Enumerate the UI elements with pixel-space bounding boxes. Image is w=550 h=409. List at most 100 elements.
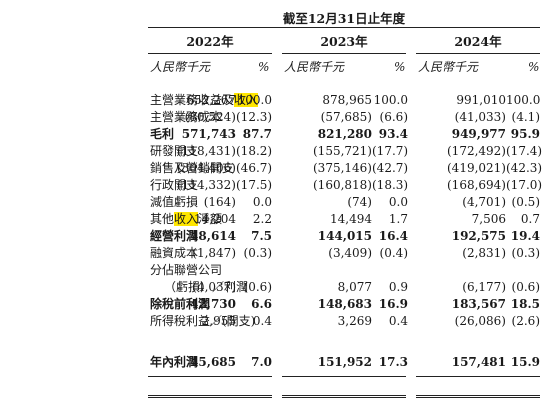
amount-2024: 192,575 xyxy=(451,229,506,243)
row-label-text: 主營業務成本 xyxy=(150,110,223,124)
year-rule-2023 xyxy=(282,53,406,54)
amount-2023: (160,818) xyxy=(313,178,372,192)
table-row: 銷售及營銷開支 (304,406) (46.7) (375,146) (42.7) (41… xyxy=(0,160,550,177)
currency-header-2024: 人民幣千元 xyxy=(418,60,479,74)
row-label-text: 研發開支 xyxy=(150,144,199,158)
pct-2024: 95.9 xyxy=(510,127,540,141)
pct-2023: 16.4 xyxy=(378,229,408,243)
row-label: 主營業務成本 xyxy=(150,109,222,126)
pct-2022: (17.5) xyxy=(236,178,273,192)
amount-2022: (114,332) xyxy=(177,178,236,192)
amount-2022: (164) xyxy=(203,195,236,209)
amount-2024: (6,177) xyxy=(462,280,506,294)
pct-2024: (17.0) xyxy=(506,178,543,192)
pct-2023: (6.6) xyxy=(379,110,408,124)
row-label: （虧損）／利潤 xyxy=(164,279,248,296)
table-row: 分佔聯營公司 xyxy=(0,262,550,279)
amount-2022: 14,204 xyxy=(194,212,236,226)
table-row: 減值虧損 (164) 0.0 (74) 0.0 (4,701) (0.5) xyxy=(0,194,550,211)
amount-2023: 821,280 xyxy=(317,127,372,141)
amount-2022: 48,614 xyxy=(190,229,236,243)
row-label-text: 融資成本 xyxy=(150,246,199,260)
amount-2022: (80,524) xyxy=(184,110,236,124)
row-label: 除稅前利潤 xyxy=(150,296,210,313)
table-row: 其他收入淨額 14,204 2.2 14,494 1.7 7,506 0.7 xyxy=(0,211,550,228)
pct-2022: 100.0 xyxy=(237,93,272,107)
row-label: 所得稅利益／(開支) xyxy=(150,313,255,330)
pct-header-2024: % xyxy=(528,60,540,74)
year-header-2022: 2022年 xyxy=(186,34,234,49)
pct-2022: (18.2) xyxy=(236,144,273,158)
total-double-rule-2023-b xyxy=(282,397,406,398)
amount-2024: (4,701) xyxy=(462,195,506,209)
row-label: 其他收入淨額 xyxy=(150,211,222,228)
amount-2023: (155,721) xyxy=(313,144,372,158)
amount-2024: (2,831) xyxy=(462,246,506,260)
amount-2022: 571,743 xyxy=(181,127,236,141)
amount-2023: 144,015 xyxy=(317,229,372,243)
pct-2024: (17.4) xyxy=(506,144,543,158)
row-label: 經營利潤 xyxy=(150,228,198,245)
amount-2023: 8,077 xyxy=(337,280,372,294)
total-double-rule-2024-a xyxy=(416,395,540,396)
year-rule-2022 xyxy=(148,53,272,54)
currency-header-2023: 人民幣千元 xyxy=(284,60,345,74)
pct-2024: (4.1) xyxy=(511,110,540,124)
row-label-text: 所得稅利益／(開支) xyxy=(150,314,256,328)
pct-2022: 7.0 xyxy=(251,355,272,369)
amount-2024: 7,506 xyxy=(471,212,506,226)
pct-2022: 0.4 xyxy=(252,314,272,328)
amount-2022: (304,406) xyxy=(177,161,236,175)
year-header-2023: 2023年 xyxy=(320,34,368,49)
table-row: 融資成本 (1,847) (0.3) (3,409) (0.4) (2,831) (0.3) xyxy=(0,245,550,262)
amount-2023: 878,965 xyxy=(322,93,372,107)
pct-2023 xyxy=(372,262,408,279)
period-rule xyxy=(148,27,540,28)
amount-2024: 183,567 xyxy=(451,297,506,311)
pct-2024 xyxy=(506,262,540,279)
amount-2024: (168,694) xyxy=(447,178,506,192)
highlighted-term: 收入 xyxy=(234,93,259,107)
pct-2022: 7.5 xyxy=(251,229,272,243)
table-row: 行政開支 (114,332) (17.5) (160,818) (18.3) (168,6… xyxy=(0,177,550,194)
pct-2024: 15.9 xyxy=(510,355,540,369)
pct-2023: 93.4 xyxy=(378,127,408,141)
pct-2023: (0.4) xyxy=(379,246,408,260)
amount-2022: 42,730 xyxy=(190,297,236,311)
total-double-rule-2024-b xyxy=(416,397,540,398)
pct-2023: 0.9 xyxy=(388,280,408,294)
amount-2024 xyxy=(418,262,506,279)
year-rule-2024 xyxy=(416,53,540,54)
pct-2023: 100.0 xyxy=(373,93,408,107)
highlighted-term: 收入 xyxy=(174,212,199,226)
pct-2022: 87.7 xyxy=(242,127,272,141)
row-label: 融資成本 xyxy=(150,245,198,262)
pct-2022: (0.3) xyxy=(243,246,272,260)
amount-2024: 991,010 xyxy=(456,93,506,107)
pct-2022: 6.6 xyxy=(251,297,272,311)
row-label: 研發開支 xyxy=(150,143,198,160)
total-double-rule-2022-a xyxy=(148,395,272,396)
amount-2024: 157,481 xyxy=(451,355,506,369)
table-row: （虧損）／利潤 (4,037) (0.6) 8,077 0.9 (6,177) (0.6) xyxy=(0,279,550,296)
table-row: 研發開支 (118,431) (18.2) (155,721) (17.7) (172,4… xyxy=(0,143,550,160)
pct-2023: 0.4 xyxy=(388,314,408,328)
table-row: 除稅前利潤 42,730 6.6 148,683 16.9 183,567 18.5 xyxy=(0,296,550,313)
pct-header-2022: % xyxy=(258,60,270,74)
pct-2022: (12.3) xyxy=(236,110,273,124)
total-double-rule-2022-b xyxy=(148,397,272,398)
currency-header-2022: 人民幣千元 xyxy=(150,60,211,74)
pct-2024: 100.0 xyxy=(506,93,541,107)
row-label-text: 除稅前利潤 xyxy=(150,297,211,311)
year-header-2024: 2024年 xyxy=(454,34,502,49)
table-row: 所得稅利益／(開支) 2,955 0.4 3,269 0.4 (26,086) (2.6) xyxy=(0,313,550,330)
pct-2023: 0.0 xyxy=(388,195,408,209)
row-label-text: 毛利 xyxy=(150,127,175,141)
row-label-text: 分佔聯營公司 xyxy=(150,263,223,277)
amount-2022: 2,955 xyxy=(201,314,236,328)
pct-2024: (0.5) xyxy=(511,195,540,209)
amount-2024: (26,086) xyxy=(454,314,506,328)
amount-2022: (118,431) xyxy=(177,144,236,158)
amount-2023: (57,685) xyxy=(320,110,372,124)
